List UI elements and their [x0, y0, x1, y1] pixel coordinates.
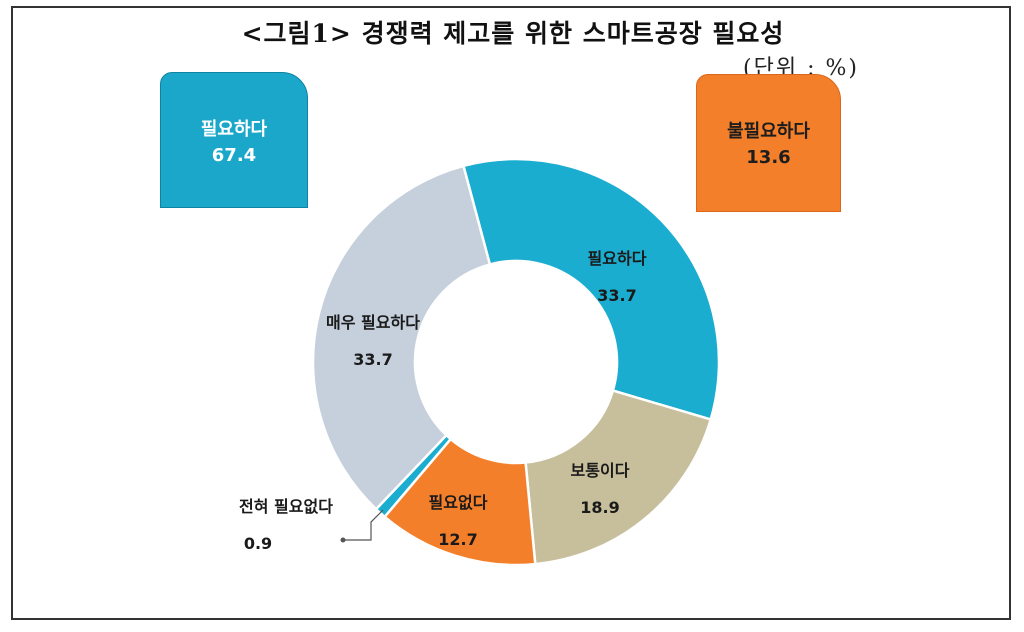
slice-label-전혀-필요없다: 전혀 필요없다 — [239, 497, 333, 516]
summary-need-value: 67.4 — [211, 145, 257, 166]
leader-line — [343, 509, 384, 541]
slice-value-보통이다: 18.9 — [580, 498, 619, 517]
slice-value-필요하다: 33.7 — [597, 286, 636, 305]
slice-label-필요하다: 필요하다 — [588, 249, 647, 268]
slice-value-필요없다: 12.7 — [438, 530, 477, 549]
slice-label-필요없다: 필요없다 — [429, 493, 488, 512]
chart-title: <그림1> 경쟁력 제고를 위한 스마트공장 필요성 — [241, 19, 785, 48]
donut-slice-매우-필요하다 — [311, 164, 492, 511]
slice-label-보통이다: 보통이다 — [571, 461, 630, 480]
leader-dot — [340, 537, 346, 543]
slice-value-매우-필요하다: 33.7 — [353, 350, 392, 369]
donut-slice-보통이다 — [524, 389, 713, 566]
donut-slice-필요하다 — [461, 157, 721, 422]
slice-value-전혀-필요없다: 0.9 — [244, 534, 272, 553]
summary-no-need-box: 불필요하다 13.6 — [696, 74, 841, 212]
summary-no-need-label: 불필요하다 — [727, 121, 810, 142]
summary-need-label: 필요하다 — [200, 119, 268, 140]
summary-need-box: 필요하다 67.4 — [160, 72, 308, 208]
slice-label-매우-필요하다: 매우 필요하다 — [326, 313, 420, 332]
summary-no-need-value: 13.6 — [746, 147, 791, 168]
